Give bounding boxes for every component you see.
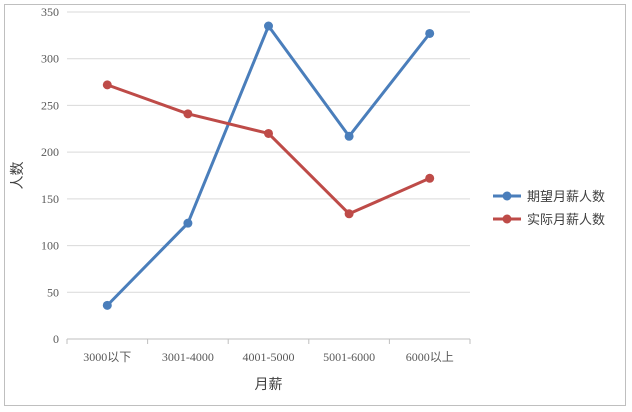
- data-point: [102, 300, 112, 310]
- series-line: [105, 83, 432, 216]
- y-tick-label: 100: [41, 239, 59, 253]
- x-tick-labels: 3000以下 3001-4000 4001-5000 5001-6000 6000以上: [83, 350, 453, 364]
- series-1: [102, 21, 435, 310]
- data-point: [264, 21, 273, 31]
- data-point: [344, 209, 354, 219]
- data-point: [425, 173, 435, 183]
- y-tick-label: 250: [41, 98, 59, 112]
- x-tick-label: 6000以上: [406, 350, 454, 364]
- y-axis-title: 人数: [10, 162, 26, 190]
- series-line: [105, 24, 432, 307]
- legend-item: 实际月薪人数: [493, 213, 605, 228]
- y-tick-label: 350: [41, 5, 59, 19]
- data-point: [264, 128, 273, 138]
- series-2: [102, 80, 435, 219]
- series-layer: [102, 21, 435, 310]
- x-tick-label: 5001-6000: [323, 350, 375, 364]
- legend-item: 期望月薪人数: [493, 189, 605, 205]
- x-tick-label: 4001-5000: [243, 350, 295, 364]
- y-tick-label: 300: [41, 52, 59, 66]
- y-tick-label: 200: [41, 145, 59, 159]
- legend-swatch-marker: [502, 191, 512, 201]
- legend-swatch-marker: [502, 214, 512, 224]
- x-axis-title: 月薪: [255, 377, 283, 393]
- gridlines: [66, 11, 471, 344]
- legend-label: 实际月薪人数: [527, 213, 605, 228]
- data-point: [344, 131, 354, 141]
- legend-label: 期望月薪人数: [527, 189, 605, 205]
- y-tick-label: 50: [47, 285, 59, 299]
- x-tick-label: 3001-4000: [162, 350, 214, 364]
- data-point: [102, 80, 112, 90]
- data-point: [183, 109, 193, 119]
- data-point: [425, 28, 435, 38]
- y-tick-label: 0: [53, 332, 59, 346]
- x-tick-label: 3000以下: [83, 350, 131, 364]
- data-point: [183, 218, 193, 228]
- y-tick-label: 150: [41, 192, 59, 206]
- y-tick-labels: 0 50 100 150 200 250 300 350: [41, 5, 59, 346]
